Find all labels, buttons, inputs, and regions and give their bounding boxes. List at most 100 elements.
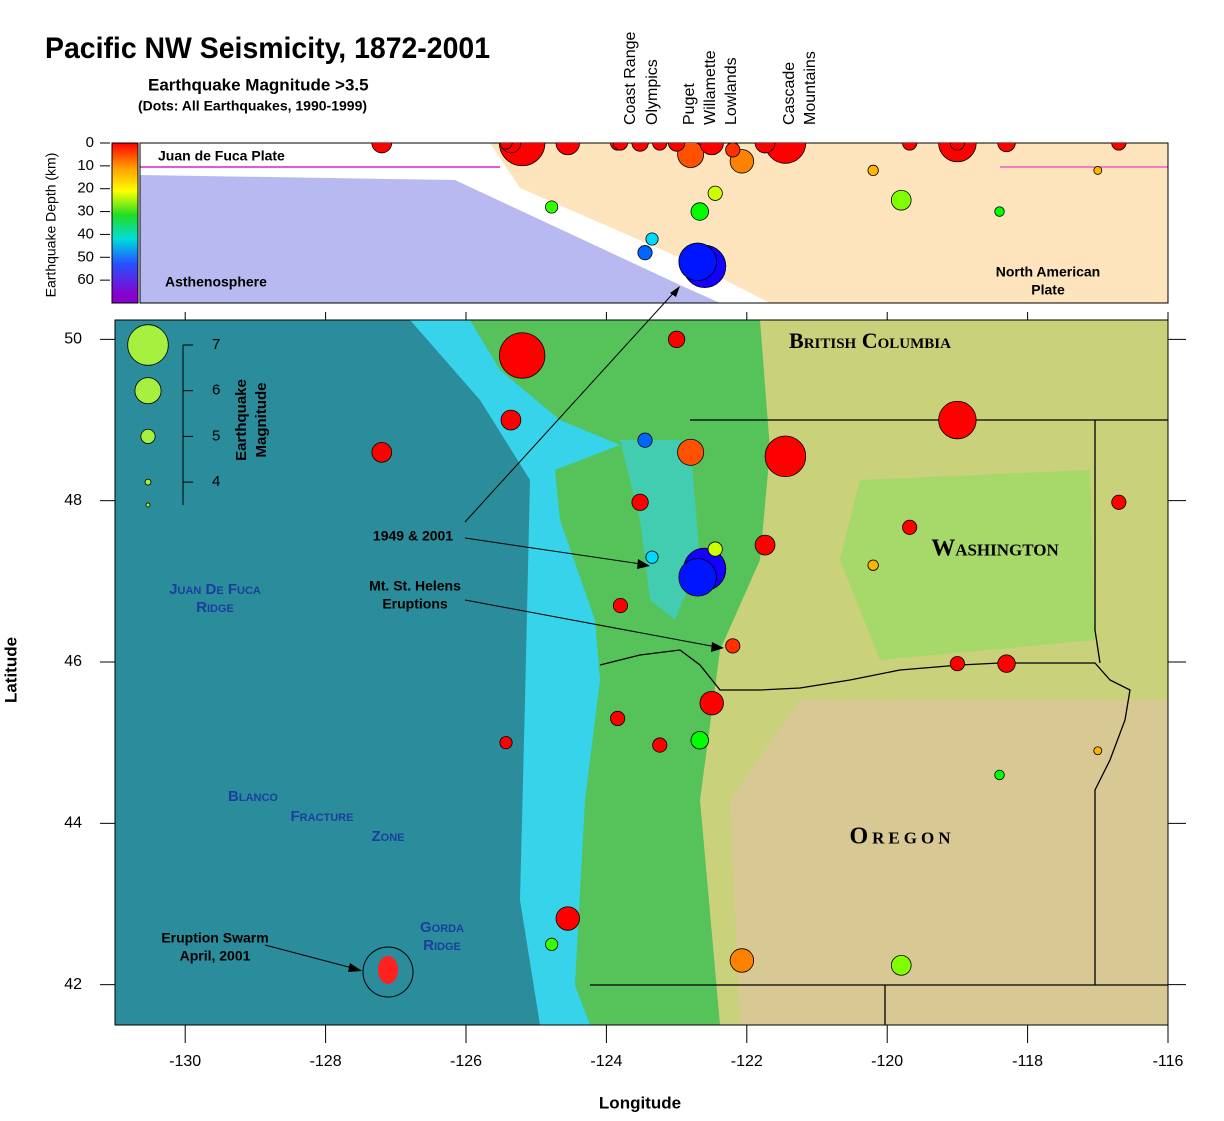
plate-label: Juan de Fuca Plate [158, 148, 285, 164]
quake-section [555, 143, 580, 156]
quake-map [645, 550, 659, 564]
legend-label: Magnitude [253, 383, 270, 458]
region-label: Coast Range [622, 32, 639, 125]
quake-map [499, 736, 513, 750]
y-tick-label: 44 [64, 815, 82, 832]
depth-tick-label: 40 [77, 225, 94, 242]
quake-section [545, 200, 559, 214]
na-plate-label: North American [996, 264, 1101, 280]
depth-tick-label: 50 [77, 248, 94, 265]
quake-map [867, 559, 879, 571]
x-tick-label: -120 [871, 1053, 903, 1070]
map-frame [114, 319, 1169, 1026]
quake-map [545, 937, 559, 951]
quake-section [371, 143, 393, 154]
place-label: Juan De Fuca [169, 581, 261, 598]
quake-section [499, 143, 513, 150]
quake-section [949, 143, 965, 151]
depth-tick-label: 30 [77, 203, 94, 220]
cross-section-bg [140, 143, 1168, 303]
quake-map [754, 534, 776, 556]
annotation-arrows [264, 287, 723, 971]
asthenosphere-label: Asthenosphere [165, 274, 267, 290]
y-tick-label: 46 [64, 653, 82, 670]
quake-section [678, 242, 717, 282]
x-tick-label: -130 [169, 1053, 201, 1070]
quake-map [371, 441, 393, 463]
quake-section [725, 143, 741, 158]
place-label: British Columbia [789, 328, 951, 353]
region-label: Willamette [702, 50, 719, 125]
region-label: Cascade [781, 62, 798, 125]
subtitle: Earthquake Magnitude >3.5 [148, 75, 369, 94]
quake-map [938, 400, 977, 440]
quake-section [997, 143, 1016, 153]
region-label: Mountains [802, 51, 819, 125]
legend-circle [127, 324, 169, 366]
legend-circle [145, 502, 151, 508]
depth-axis-label: Earthquake Depth (km) [43, 153, 59, 298]
quake-map [690, 731, 709, 750]
quake-map [678, 558, 717, 597]
depth-tick-label: 10 [77, 157, 94, 174]
place-label: Washington [931, 536, 1059, 562]
quake-map [652, 737, 668, 753]
place-label: Blanco [228, 788, 278, 805]
y-axis-label: Latitude [1, 637, 20, 703]
quake-map [677, 438, 705, 466]
eruption-swarm [362, 946, 414, 998]
legend-tick-label: 7 [212, 336, 220, 353]
quakes-map [371, 330, 1127, 976]
x-tick-label: -126 [450, 1053, 482, 1070]
quake-section [652, 143, 668, 151]
legend-tick-label: 6 [212, 382, 220, 399]
quake-section [764, 143, 807, 164]
x-tick-label: -128 [310, 1053, 342, 1070]
arrow-heads [348, 286, 724, 972]
quake-map [729, 948, 755, 973]
quake-section [667, 143, 686, 152]
depth-tick-label: 20 [77, 180, 94, 197]
region-label: Puget [681, 83, 698, 125]
map-bg [115, 320, 1168, 1025]
quake-section [1093, 166, 1103, 175]
place-label: Oregon [849, 824, 954, 850]
quake-map [612, 598, 628, 614]
na-plate-label: Plate [1031, 282, 1065, 298]
legend-tick-label: 5 [212, 427, 220, 444]
annotation: Eruption Swarm [161, 930, 268, 946]
x-axis-label: Longitude [599, 1093, 681, 1112]
quake-map [890, 954, 912, 976]
quake-section [754, 143, 776, 154]
title: Pacific NW Seismicity, 1872-2001 [45, 32, 490, 65]
quake-map [555, 906, 580, 931]
legend-label: Earthquake [233, 379, 250, 461]
quake-map [637, 432, 653, 448]
place-label: Ridge [196, 599, 234, 616]
quake-map [902, 519, 918, 535]
note: (Dots: All Earthquakes, 1990-1999) [138, 98, 367, 114]
quake-map [725, 638, 741, 654]
quake-section [890, 189, 912, 211]
quake-map [699, 690, 724, 716]
quake-map [631, 493, 649, 511]
quake-section [645, 232, 659, 246]
quake-map [949, 656, 965, 672]
x-tick-label: -124 [590, 1053, 622, 1070]
region-label: Olympics [644, 59, 661, 125]
quake-section [902, 143, 918, 151]
quake-section [707, 185, 723, 201]
legend-tick-label: 4 [212, 473, 220, 490]
annotation: 1949 & 2001 [373, 528, 453, 544]
quake-map [994, 769, 1005, 781]
quake-map [1111, 494, 1127, 510]
quake-map [667, 330, 686, 348]
legend-circle [134, 377, 162, 405]
quake-section [699, 143, 724, 156]
place-label: Ridge [423, 937, 461, 954]
annotation: Mt. St. Helens [369, 578, 461, 594]
quake-map [997, 654, 1016, 673]
quake-section [994, 206, 1005, 217]
quake-section [938, 143, 977, 163]
annotation: April, 2001 [180, 948, 251, 964]
